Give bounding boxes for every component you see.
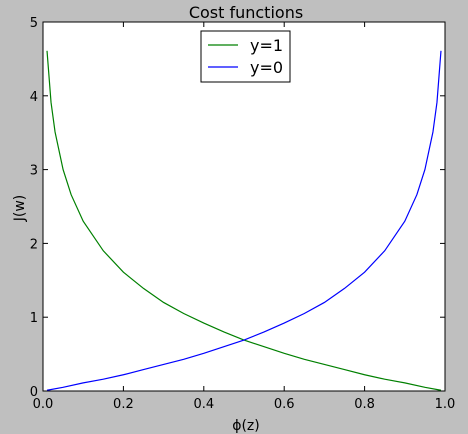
x-axis-label: ϕ(z) [232, 418, 260, 434]
y-tick-label: 0 [30, 385, 38, 400]
legend-label-y1: y=1 [250, 36, 283, 55]
x-tick-label: 0.2 [113, 397, 134, 412]
y-axis-label: J(w) [12, 195, 28, 223]
y-tick-label: 3 [30, 164, 38, 179]
x-tick-label: 1.0 [435, 397, 456, 412]
x-tick-label: 0.4 [193, 397, 214, 412]
y-tick-label: 1 [30, 311, 38, 326]
legend-label-y0: y=0 [250, 58, 283, 77]
x-tick-label: 0.6 [274, 397, 295, 412]
y-tick-label: 5 [30, 16, 38, 31]
y-tick-label: 2 [30, 237, 38, 252]
chart-title: Cost functions [189, 3, 303, 22]
legend: y=1 y=0 [201, 31, 290, 82]
y-tick-label: 4 [30, 90, 38, 105]
x-tick-label: 0.8 [354, 397, 375, 412]
